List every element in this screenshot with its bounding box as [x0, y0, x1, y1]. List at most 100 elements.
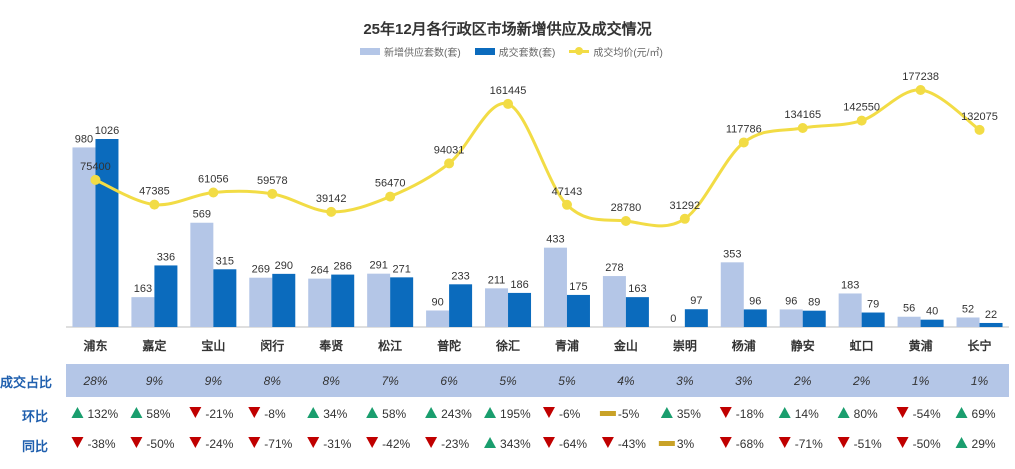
yoy-value-0: -38% — [87, 437, 115, 451]
category-label-15: 长宁 — [968, 338, 992, 353]
category-label-12: 静安 — [791, 338, 815, 353]
yoy-down-icon-4 — [307, 437, 320, 448]
price-label-8: 47143 — [552, 186, 583, 198]
price-point-10 — [679, 213, 690, 224]
price-point-7 — [503, 98, 514, 109]
label-deals-12: 89 — [808, 297, 820, 309]
price-label-5: 56470 — [375, 178, 406, 190]
label-deals-1: 336 — [157, 251, 175, 263]
label-deals-11: 96 — [749, 295, 761, 307]
bar-deals-15 — [979, 322, 1003, 327]
label-deals-7: 186 — [510, 279, 528, 291]
bar-deals-2 — [213, 269, 237, 327]
label-supply-3: 269 — [252, 264, 270, 276]
price-point-15 — [974, 124, 985, 135]
legend-item-supply: 新增供应套数(套) — [360, 44, 461, 59]
share-value-4: 8% — [323, 374, 341, 388]
yoy-down-icon-12 — [778, 437, 791, 448]
price-point-4 — [326, 206, 337, 217]
mom-row-label: 环比 — [22, 409, 49, 424]
label-supply-11: 353 — [723, 248, 741, 260]
category-label-14: 黄浦 — [909, 338, 933, 353]
yoy-down-icon-0 — [71, 437, 84, 448]
mom-value-12: 14% — [795, 407, 819, 421]
share-value-9: 4% — [617, 374, 635, 388]
label-supply-12: 96 — [785, 295, 797, 307]
price-label-4: 39142 — [316, 193, 347, 205]
yoy-flat-icon-10 — [658, 441, 675, 446]
bar-deals-10 — [684, 309, 708, 327]
price-label-10: 31292 — [670, 200, 701, 212]
mom-value-11: -18% — [736, 407, 764, 421]
mom-value-6: 243% — [441, 407, 472, 421]
bar-supply-15 — [956, 317, 980, 327]
category-label-13: 虹口 — [850, 338, 874, 353]
label-deals-4: 286 — [334, 261, 352, 273]
bar-deals-3 — [272, 273, 296, 327]
legend-item-deals: 成交套数(套) — [474, 44, 556, 59]
label-deals-10: 97 — [690, 295, 702, 307]
bar-deals-4 — [331, 274, 355, 327]
share-value-10: 3% — [676, 374, 694, 388]
legend-label-deals: 成交套数(套) — [498, 48, 556, 59]
yoy-row-label: 同比 — [22, 439, 49, 454]
label-supply-13: 183 — [841, 279, 859, 291]
share-value-11: 3% — [735, 374, 753, 388]
category-label-3: 闵行 — [260, 338, 284, 353]
mom-value-7: 195% — [500, 407, 531, 421]
price-label-2: 61056 — [198, 174, 229, 186]
yoy-down-icon-14 — [896, 437, 909, 448]
price-point-9 — [620, 216, 631, 226]
bar-supply-3 — [249, 277, 273, 327]
price-point-6 — [444, 158, 455, 169]
label-deals-6: 233 — [451, 270, 469, 282]
bar-deals-8 — [566, 294, 590, 327]
mom-up-icon-10 — [660, 407, 673, 418]
label-supply-7: 211 — [488, 274, 506, 286]
mom-value-10: 35% — [677, 407, 701, 421]
mom-up-icon-1 — [130, 407, 143, 418]
category-label-9: 金山 — [613, 338, 638, 353]
bar-supply-8 — [543, 247, 567, 327]
bar-supply-13 — [838, 293, 862, 327]
mom-value-13: 80% — [854, 407, 878, 421]
share-value-0: 28% — [82, 374, 107, 388]
mom-up-icon-15 — [955, 407, 968, 418]
mom-up-icon-13 — [837, 407, 850, 418]
legend-swatch-deals — [474, 48, 495, 55]
mom-up-icon-4 — [307, 407, 320, 418]
price-label-13: 142550 — [843, 102, 880, 114]
yoy-value-13: -51% — [854, 437, 882, 451]
price-point-13 — [856, 115, 867, 126]
yoy-up-icon-15 — [955, 437, 968, 448]
bar-supply-6 — [426, 310, 450, 327]
yoy-down-icon-9 — [601, 437, 614, 448]
yoy-value-10: 3% — [677, 437, 695, 451]
yoy-down-icon-6 — [425, 437, 438, 448]
price-label-6: 94031 — [434, 144, 465, 156]
label-deals-14: 40 — [926, 306, 938, 318]
price-point-0 — [90, 174, 101, 185]
bar-supply-0 — [72, 147, 96, 327]
share-value-14: 1% — [912, 374, 930, 388]
category-label-4: 奉贤 — [318, 338, 343, 353]
yoy-value-2: -24% — [205, 437, 233, 451]
price-line — [94, 88, 981, 228]
bar-supply-4 — [308, 278, 332, 327]
mom-down-icon-11 — [719, 407, 732, 418]
yoy-down-icon-11 — [719, 437, 732, 448]
price-label-12: 134165 — [784, 109, 821, 121]
legend-swatch-supply — [360, 48, 380, 55]
yoy-value-3: -71% — [264, 437, 292, 451]
yoy-up-icon-7 — [484, 437, 497, 448]
price-point-8 — [561, 199, 572, 210]
bar-supply-1 — [131, 297, 155, 327]
legend-label-supply: 新增供应套数(套) — [384, 48, 461, 59]
label-deals-9: 163 — [628, 283, 646, 295]
category-label-7: 徐汇 — [495, 338, 520, 353]
share-value-13: 2% — [852, 374, 871, 388]
mom-value-14: -54% — [913, 407, 941, 421]
mom-up-icon-6 — [425, 407, 438, 418]
bar-supply-11 — [720, 262, 744, 327]
label-supply-14: 56 — [903, 303, 915, 315]
